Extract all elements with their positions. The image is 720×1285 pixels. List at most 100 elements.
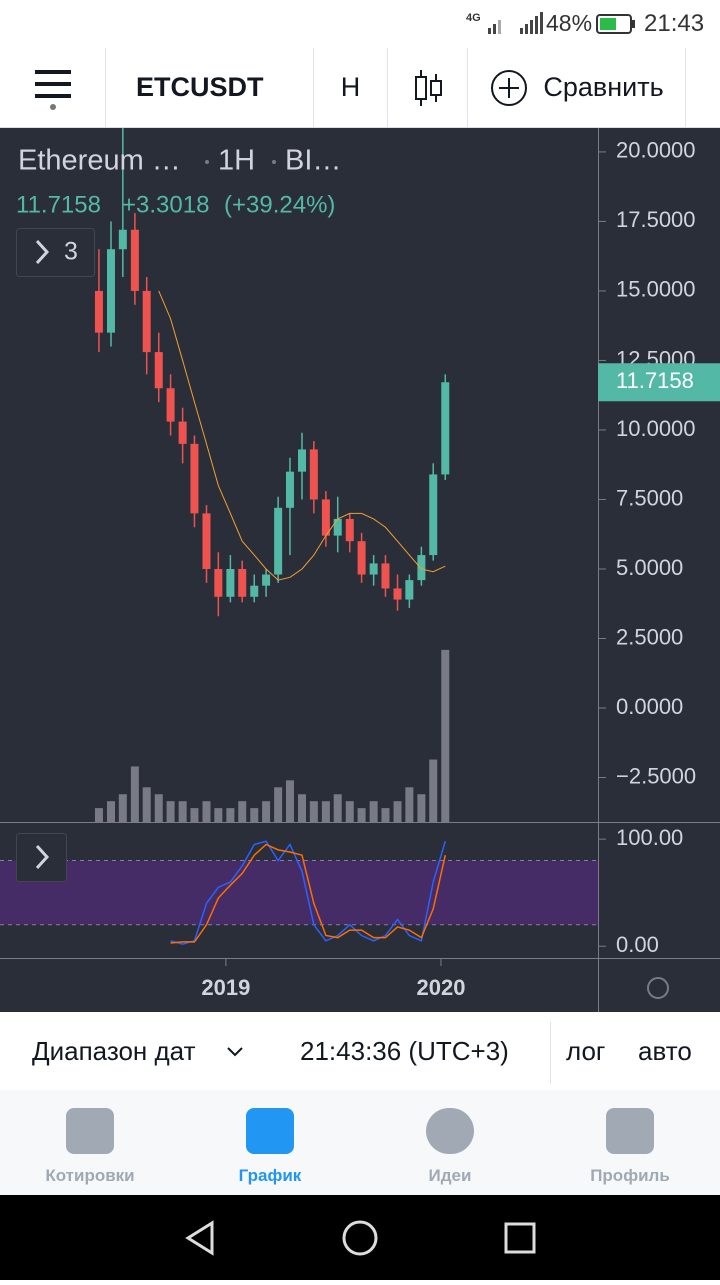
candle-body	[333, 518, 342, 536]
volume-bar	[321, 801, 330, 822]
y-tick-label: 7.5000	[616, 485, 683, 510]
legend: Ethereum … 1H BI… 11.7158 +3.3018 (+39.2…	[16, 145, 341, 277]
profile-icon	[606, 1108, 654, 1154]
settings-icon[interactable]	[647, 977, 669, 999]
candle-body	[441, 382, 450, 475]
candle-body	[166, 388, 175, 422]
volume-bar	[333, 794, 342, 822]
candle-body	[250, 585, 259, 597]
y-tick-label: −2.5000	[616, 763, 696, 788]
indicators-toggle[interactable]	[16, 228, 95, 277]
volume-bar	[166, 801, 175, 822]
status-bar: 4G 48% 21:43	[0, 0, 720, 48]
legend-change: +3.3018	[122, 191, 209, 218]
volume-bar	[214, 808, 223, 822]
stoch-band	[0, 860, 598, 925]
menu-icon	[34, 69, 71, 110]
stoch-line	[170, 840, 446, 945]
moving-average	[158, 290, 446, 581]
auto-toggle[interactable]: авто	[638, 1036, 692, 1066]
toolbar: ETCUSDT H Сравнить	[0, 48, 720, 128]
chevron	[35, 239, 50, 265]
volume-bar	[393, 801, 402, 822]
nav-label: График	[238, 1166, 302, 1185]
bottom-bar: Диапазон дат 21:43:36 (UTC+3) лог авто	[0, 1012, 720, 1091]
nav-label: Профиль	[590, 1166, 670, 1185]
y-tick-label: 20.0000	[616, 138, 696, 163]
stoch-toggle[interactable]	[16, 833, 67, 882]
candle-body	[309, 449, 318, 500]
menu-button[interactable]	[0, 48, 106, 127]
volume-bar	[357, 808, 366, 822]
candle-icon	[414, 69, 442, 106]
legend-interval: 1H	[218, 145, 255, 177]
legend-dot	[272, 160, 276, 164]
volume-bar	[118, 794, 127, 822]
legend-last: 11.7158	[16, 191, 101, 218]
nav-label: Идеи	[428, 1166, 472, 1185]
volume-bar	[178, 801, 187, 822]
x-tick-label: 2019	[201, 975, 250, 1000]
compare-button[interactable]: Сравнить	[468, 48, 686, 127]
candle-body	[369, 563, 378, 575]
clock-tz[interactable]: 21:43:36 (UTC+3)	[300, 1036, 509, 1066]
volume-bar	[369, 801, 378, 822]
log-toggle[interactable]: лог	[566, 1036, 606, 1066]
candle-body	[154, 352, 163, 389]
last-price-label: 11.7158	[616, 368, 694, 393]
chart-icon	[246, 1108, 294, 1154]
volume-bar	[298, 794, 307, 822]
volume-bar	[94, 808, 103, 822]
candle-body	[274, 507, 283, 575]
signal-icons	[488, 12, 543, 34]
volume-bar	[154, 794, 163, 822]
ideas-icon	[426, 1108, 474, 1154]
y-tick-label: 100.00	[616, 825, 683, 850]
last-price-tag	[598, 363, 720, 402]
nav-ideas[interactable]: Идеи	[360, 1090, 540, 1195]
nav-quotes[interactable]: Котировки	[0, 1090, 180, 1195]
date-range[interactable]: Диапазон дат	[32, 1036, 196, 1066]
volume-bar	[274, 787, 283, 822]
system-nav	[0, 1195, 720, 1280]
legend-exchange: BI…	[285, 145, 341, 177]
candle-body	[238, 568, 247, 597]
candle-body	[226, 568, 235, 597]
legend-dot	[205, 160, 209, 164]
compare-label: Сравнить	[543, 72, 664, 102]
candle-body	[345, 518, 354, 542]
symbol[interactable]: ETCUSDT	[106, 48, 314, 127]
candle-body	[357, 541, 366, 575]
nav-label: Котировки	[45, 1166, 135, 1185]
candle-body	[321, 499, 330, 536]
candle-body	[106, 249, 115, 333]
interval[interactable]: H	[314, 48, 388, 127]
volume-bar	[226, 808, 235, 822]
quotes-icon	[66, 1108, 114, 1154]
chart-style-button[interactable]	[388, 48, 468, 127]
y-tick-label: 2.5000	[616, 624, 683, 649]
clock: 21:43	[644, 10, 705, 37]
y-tick-label: 5.0000	[616, 555, 683, 580]
nav-chart[interactable]: График	[180, 1090, 360, 1195]
volume-bar	[190, 808, 199, 822]
candle-body	[417, 555, 426, 581]
candle-body	[381, 563, 390, 589]
volume-bar	[250, 808, 259, 822]
volume-bar	[429, 759, 438, 822]
nav-profile[interactable]: Профиль	[540, 1090, 720, 1195]
candle-body	[262, 574, 271, 586]
legend-change-pct: (+39.24%)	[224, 191, 335, 218]
y-tick-label: 0.00	[616, 932, 659, 957]
network: 4G	[466, 12, 481, 24]
y-tick-label: 17.5000	[616, 207, 696, 232]
candle-body	[118, 229, 127, 250]
candle-body	[178, 421, 187, 444]
candle-body	[142, 290, 151, 353]
volume-bar	[106, 801, 115, 822]
chevron	[35, 844, 50, 870]
candle-body	[393, 588, 402, 600]
candle-body	[214, 568, 223, 597]
candle-body	[130, 229, 139, 291]
